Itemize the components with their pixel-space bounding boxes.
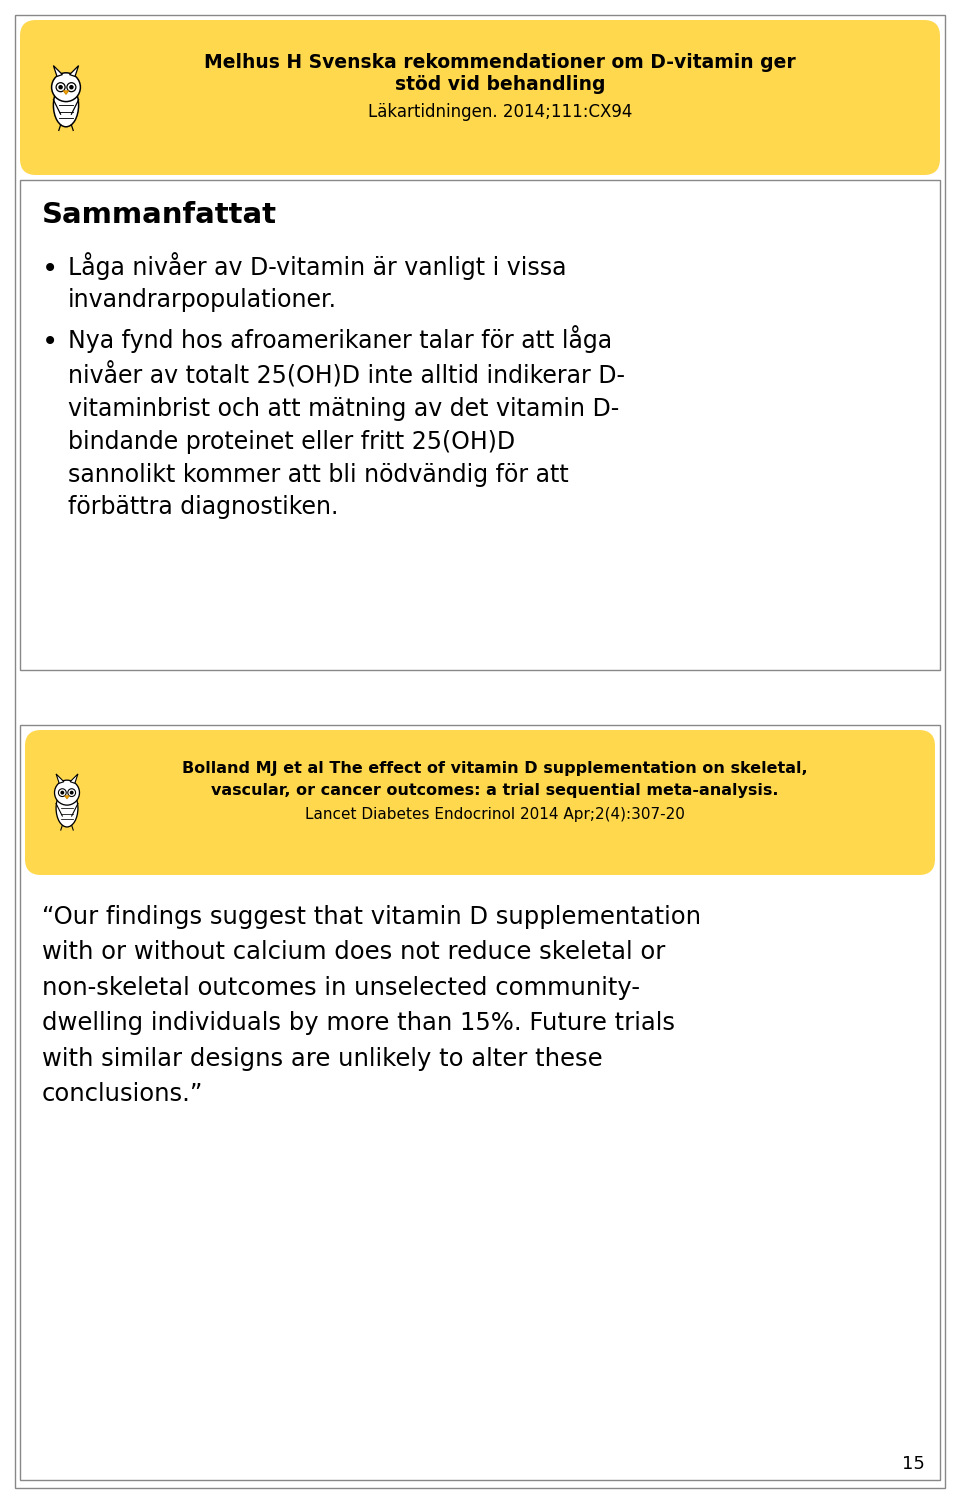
Polygon shape [63, 90, 69, 95]
Circle shape [60, 791, 64, 795]
Circle shape [55, 780, 80, 806]
Ellipse shape [54, 84, 79, 126]
Polygon shape [70, 774, 78, 783]
Polygon shape [64, 795, 69, 800]
Circle shape [59, 789, 66, 797]
Circle shape [69, 86, 74, 90]
Text: Lancet Diabetes Endocrinol 2014 Apr;2(4):307-20: Lancet Diabetes Endocrinol 2014 Apr;2(4)… [305, 807, 684, 822]
Ellipse shape [56, 789, 78, 827]
Circle shape [56, 83, 65, 92]
PathPatch shape [20, 20, 940, 174]
Text: •: • [42, 328, 59, 356]
PathPatch shape [25, 730, 935, 875]
Circle shape [70, 791, 74, 795]
Text: Läkartidningen. 2014;111:CX94: Läkartidningen. 2014;111:CX94 [368, 104, 633, 122]
Circle shape [67, 83, 76, 92]
Polygon shape [69, 66, 79, 77]
Polygon shape [54, 66, 62, 77]
Circle shape [59, 86, 62, 90]
Text: •: • [42, 256, 59, 283]
Circle shape [52, 72, 81, 102]
Text: “Our findings suggest that vitamin D supplementation
with or without calcium doe: “Our findings suggest that vitamin D sup… [42, 905, 701, 1106]
Bar [20, 724, 940, 1480]
Text: vascular, or cancer outcomes: a trial sequential meta-analysis.: vascular, or cancer outcomes: a trial se… [211, 783, 779, 798]
Polygon shape [56, 774, 64, 783]
Circle shape [68, 789, 76, 797]
Text: Låga nivåer av D-vitamin är vanligt i vissa
invandrarpopulationer.: Låga nivåer av D-vitamin är vanligt i vi… [68, 253, 566, 313]
Bar [20, 180, 940, 670]
Text: Sammanfattat: Sammanfattat [42, 201, 277, 228]
Text: 15: 15 [902, 1455, 925, 1473]
Text: Bolland MJ et al The effect of vitamin D supplementation on skeletal,: Bolland MJ et al The effect of vitamin D… [182, 761, 807, 776]
Text: Nya fynd hos afroamerikaner talar för att låga
nivåer av totalt 25(OH)D inte all: Nya fynd hos afroamerikaner talar för at… [68, 325, 625, 519]
Text: stöd vid behandling: stöd vid behandling [395, 75, 605, 93]
Text: Melhus H Svenska rekommendationer om D-vitamin ger: Melhus H Svenska rekommendationer om D-v… [204, 53, 796, 72]
